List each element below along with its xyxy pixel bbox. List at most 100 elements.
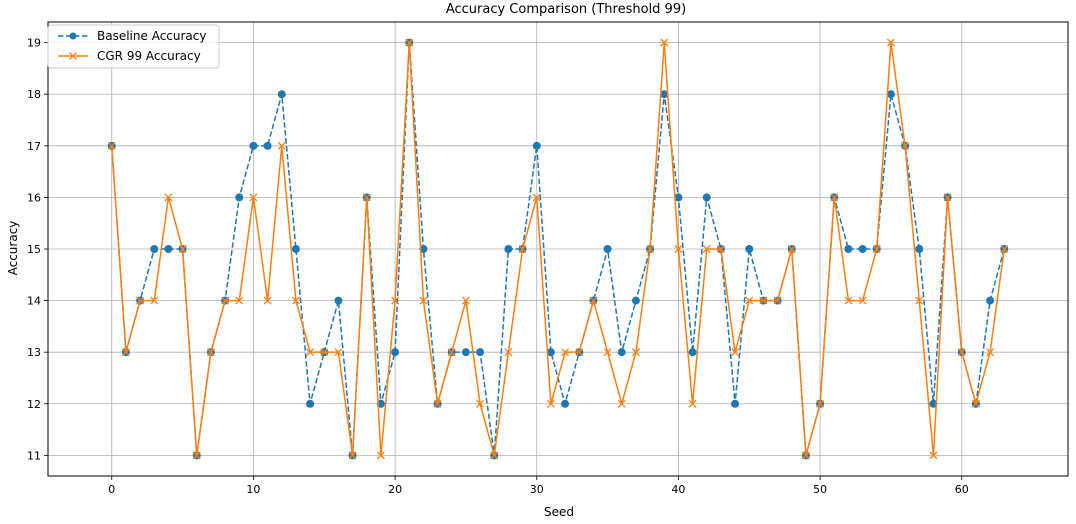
data-point <box>901 141 910 150</box>
data-point <box>1000 245 1009 253</box>
grid-lines <box>48 22 1068 476</box>
data-point <box>164 193 173 202</box>
y-axis-label: Accuracy <box>6 221 20 276</box>
data-point <box>660 90 669 99</box>
y-tick-label: 19 <box>27 37 41 50</box>
legend-baseline-marker <box>69 32 77 40</box>
data-point <box>192 451 201 460</box>
x-tick-label: 50 <box>813 483 827 496</box>
data-point <box>688 399 697 408</box>
data-point <box>277 141 286 150</box>
legend-baseline-label: Baseline Accuracy <box>97 29 206 43</box>
data-point <box>716 245 725 253</box>
x-tick-label: 0 <box>108 483 115 496</box>
data-point <box>476 348 485 357</box>
data-point <box>476 399 485 408</box>
data-point <box>306 399 315 408</box>
x-tick-label: 20 <box>388 483 402 496</box>
data-point <box>306 348 315 357</box>
data-point <box>603 348 612 357</box>
data-point <box>461 348 470 357</box>
data-point <box>915 296 924 305</box>
data-point <box>362 193 371 202</box>
y-tick-label: 17 <box>27 140 41 153</box>
data-point <box>291 245 300 253</box>
data-point <box>107 141 116 150</box>
data-point <box>844 296 853 305</box>
data-point <box>617 399 626 408</box>
chart-title: Accuracy Comparison (Threshold 99) <box>446 2 686 17</box>
series-layer <box>107 38 1009 460</box>
data-point <box>957 348 966 357</box>
data-point <box>334 348 343 357</box>
data-point <box>702 245 711 253</box>
data-point <box>221 296 230 305</box>
series-line <box>111 41 1005 457</box>
axes: 0 10 20 30 40 50 60 11 12 13 14 15 16 17 18 19 <box>27 37 969 496</box>
data-point <box>206 348 215 357</box>
data-point <box>830 193 839 202</box>
data-point <box>419 296 428 305</box>
data-point <box>971 399 980 408</box>
data-point <box>504 348 513 357</box>
y-tick-label: 12 <box>27 398 41 411</box>
data-point <box>929 451 938 460</box>
data-point <box>660 38 669 47</box>
x-tick-label: 40 <box>671 483 685 496</box>
data-point <box>433 399 442 408</box>
data-point <box>461 296 470 305</box>
data-point <box>631 296 640 305</box>
data-point <box>334 296 343 305</box>
data-point <box>745 296 754 305</box>
data-point <box>348 451 357 460</box>
data-point <box>121 348 130 357</box>
data-point <box>674 245 683 253</box>
data-point <box>249 141 258 150</box>
data-point <box>886 38 895 47</box>
data-point <box>759 296 768 305</box>
data-point <box>532 193 541 202</box>
data-point <box>872 245 881 253</box>
data-point <box>702 193 711 202</box>
data-point <box>575 348 584 357</box>
x-tick-label: 10 <box>246 483 260 496</box>
data-point <box>745 245 754 253</box>
data-point <box>376 451 385 460</box>
legend: Baseline Accuracy CGR 99 Accuracy <box>47 24 220 69</box>
data-point <box>235 296 244 305</box>
data-point <box>263 141 272 150</box>
data-point <box>447 348 456 357</box>
series-1 <box>107 38 1009 460</box>
data-point <box>561 399 570 408</box>
y-tick-label: 14 <box>27 295 41 308</box>
data-point <box>490 451 499 460</box>
data-point <box>546 399 555 408</box>
data-point <box>391 296 400 305</box>
y-tick-label: 18 <box>27 88 41 101</box>
data-point <box>405 38 414 47</box>
legend-cgr-marker <box>69 52 77 60</box>
data-point <box>731 399 740 408</box>
y-tick-label: 11 <box>27 449 41 462</box>
data-point <box>291 296 300 305</box>
data-point <box>263 296 272 305</box>
data-point <box>986 296 995 305</box>
data-point <box>773 296 782 305</box>
legend-cgr-label: CGR 99 Accuracy <box>97 49 201 63</box>
data-point <box>504 245 513 253</box>
data-point <box>150 296 159 305</box>
data-point <box>858 296 867 305</box>
data-point <box>561 348 570 357</box>
data-point <box>277 90 286 99</box>
data-point <box>164 245 173 253</box>
y-tick-label: 15 <box>27 243 41 256</box>
data-point <box>886 90 895 99</box>
data-point <box>943 193 952 202</box>
data-point <box>816 399 825 408</box>
data-point <box>858 245 867 253</box>
data-point <box>801 451 810 460</box>
data-point <box>674 193 683 202</box>
data-point <box>249 193 258 202</box>
x-axis-label: Seed <box>544 505 574 519</box>
x-tick-label: 60 <box>955 483 969 496</box>
